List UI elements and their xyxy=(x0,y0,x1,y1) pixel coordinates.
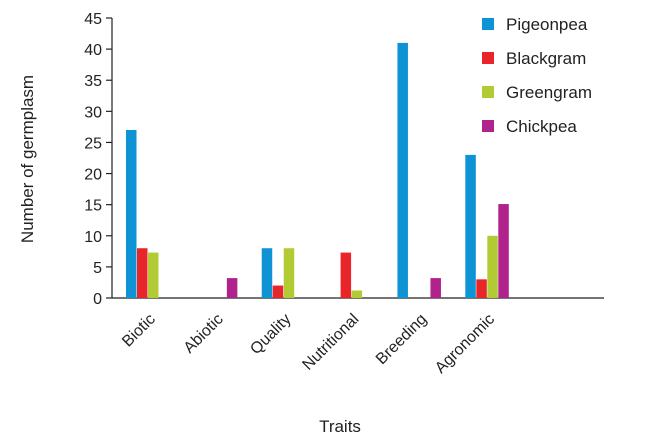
x-axis: Biotic Abiotic Quality Nutritional Breeding A… xyxy=(112,297,604,377)
bar-greengram-agronomic xyxy=(487,235,498,298)
legend-label: Pigeonpea xyxy=(506,15,588,34)
y-tick-label: 40 xyxy=(84,42,102,59)
bar-greengram-biotic xyxy=(148,252,159,298)
bar-greengram-nutritional xyxy=(351,290,363,298)
legend-label: Blackgram xyxy=(506,49,586,68)
legend-swatch xyxy=(482,52,494,64)
x-tick-label: Nutritional xyxy=(299,311,362,374)
legend-swatch xyxy=(482,86,494,98)
y-tick-label: 35 xyxy=(84,73,102,90)
bar-pigeonpea-quality xyxy=(261,248,273,298)
bar-pigeonpea-breeding xyxy=(397,42,408,299)
x-tick-label: Agronomic xyxy=(432,311,498,377)
y-tick-label: 45 xyxy=(84,11,102,28)
bar-chickpea-abiotic xyxy=(226,278,238,298)
bar-blackgram-agronomic xyxy=(476,279,487,298)
y-tick-label: 0 xyxy=(93,291,102,308)
y-tick-label: 15 xyxy=(84,198,102,215)
bar-greengram-quality xyxy=(283,248,295,298)
bar-pigeonpea-biotic xyxy=(126,130,137,298)
bar-pigeonpea-agronomic xyxy=(465,154,476,298)
legend: Pigeonpea Blackgram Greengram Chickpea xyxy=(482,15,592,136)
bar-blackgram-nutritional xyxy=(340,252,352,298)
y-axis-title: Number of germplasm xyxy=(18,75,37,243)
legend-swatch xyxy=(482,120,494,132)
bar-blackgram-quality xyxy=(272,285,284,298)
y-tick-label: 10 xyxy=(84,229,102,246)
legend-swatch xyxy=(482,18,494,30)
bar-blackgram-biotic xyxy=(137,248,148,298)
x-tick-label: Quality xyxy=(247,311,294,358)
x-axis-title: Traits xyxy=(319,417,361,436)
bar-chickpea-agronomic xyxy=(498,204,509,298)
x-tick-label: Breeding xyxy=(373,311,430,368)
y-tick-label: 20 xyxy=(84,167,102,184)
bars xyxy=(126,42,509,299)
y-axis: 0 5 10 15 20 25 30 35 40 45 xyxy=(84,11,113,308)
y-tick-label: 25 xyxy=(84,135,102,152)
bar-chickpea-breeding xyxy=(430,278,441,298)
legend-label: Chickpea xyxy=(506,117,577,136)
y-tick-label: 5 xyxy=(93,260,102,277)
legend-label: Greengram xyxy=(506,83,592,102)
x-tick-label: Biotic xyxy=(119,311,159,351)
x-tick-label: Abiotic xyxy=(181,311,227,357)
y-tick-label: 30 xyxy=(84,104,102,121)
